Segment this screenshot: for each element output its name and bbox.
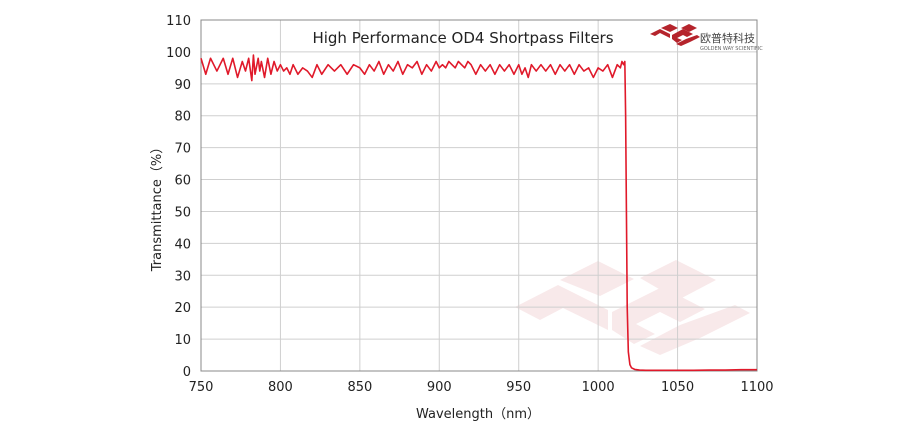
transmittance-series-line (200, 54, 757, 372)
brand-logo: 欧普特科技 GOLDEN WAY SCIENTIFIC (650, 24, 763, 52)
plot-frame (200, 19, 758, 372)
series-layer (200, 54, 757, 372)
y-axis-ticks: 0 10 20 30 40 50 60 70 80 90 100 110 (166, 14, 191, 380)
y-tick-label: 60 (174, 174, 191, 189)
x-tick-label: 750 (189, 380, 214, 395)
y-tick-label: 70 (174, 142, 191, 157)
y-tick-label: 10 (174, 333, 191, 348)
brand-name-cn: 欧普特科技 (700, 31, 755, 45)
x-axis-title: Wavelength（nm） (416, 407, 540, 422)
brand-name-en: GOLDEN WAY SCIENTIFIC (700, 46, 763, 52)
y-tick-label: 30 (174, 269, 191, 284)
x-tick-label: 900 (427, 380, 452, 395)
y-tick-label: 40 (174, 237, 191, 252)
x-tick-label: 1000 (582, 380, 615, 395)
x-tick-label: 1050 (661, 380, 694, 395)
grid-lines (201, 20, 757, 371)
y-tick-label: 20 (174, 301, 191, 316)
y-tick-label: 80 (174, 110, 191, 125)
x-tick-label: 850 (347, 380, 372, 395)
x-tick-label: 800 (268, 380, 293, 395)
chart-title: High Performance OD4 Shortpass Filters (312, 29, 613, 47)
y-tick-label: 50 (174, 205, 191, 220)
y-tick-label: 110 (166, 14, 191, 29)
x-tick-label: 950 (506, 380, 531, 395)
x-axis-ticks: 750 800 850 900 950 1000 1050 1100 (189, 380, 774, 395)
y-axis-title: Transmittance（%） (150, 141, 165, 273)
y-tick-label: 90 (174, 78, 191, 93)
x-tick-label: 1100 (740, 380, 773, 395)
y-tick-label: 0 (183, 365, 191, 380)
golden-way-logo-icon (650, 24, 700, 46)
y-tick-label: 100 (166, 46, 191, 61)
